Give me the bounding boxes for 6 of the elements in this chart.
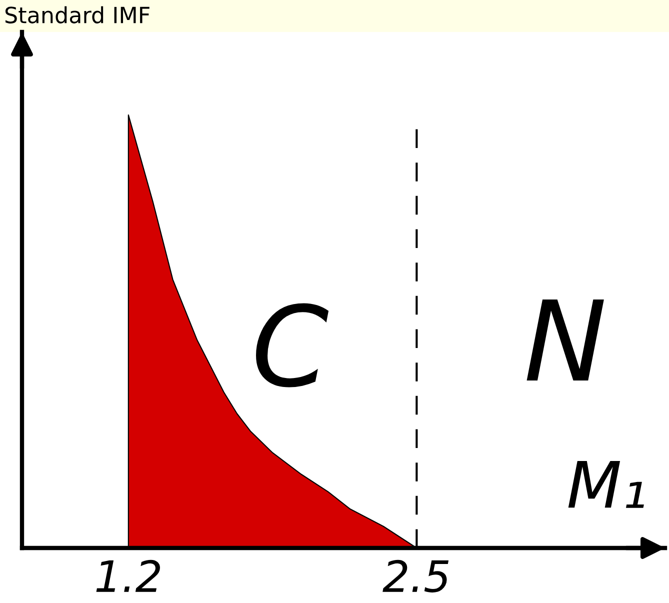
x-tick-label: 1.2 (96, 560, 160, 592)
x-tick-label: 2.5 (382, 560, 449, 592)
x-axis-title: M₁ (568, 461, 644, 508)
annotation: C (256, 303, 329, 388)
annotation: N (526, 300, 604, 381)
y-axis-title: Standard IMF (5, 6, 150, 24)
